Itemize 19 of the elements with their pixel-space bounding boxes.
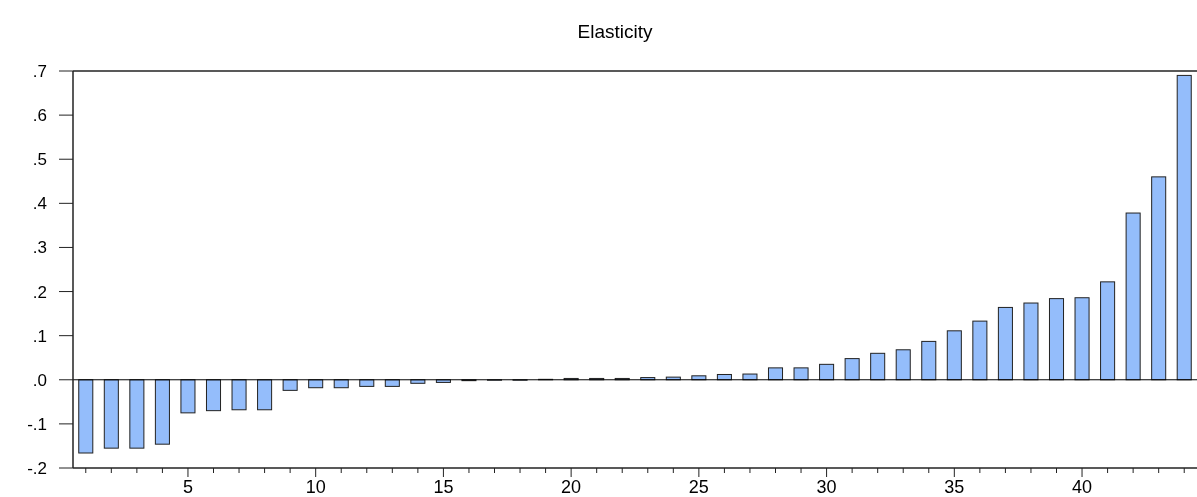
y-tick-label: -.2 xyxy=(27,459,47,478)
y-tick-label: .5 xyxy=(32,150,47,170)
y-tick-label: -.1 xyxy=(27,414,47,434)
y-tick-label: .1 xyxy=(32,326,47,346)
x-tick-label: 40 xyxy=(1072,477,1093,497)
y-tick-label: .2 xyxy=(32,282,47,302)
y-tick-label: .7 xyxy=(32,62,47,81)
x-tick-label: 20 xyxy=(561,477,582,497)
x-tick-label: 25 xyxy=(688,477,709,497)
x-tick-label: 5 xyxy=(182,477,193,497)
y-tick-label: .0 xyxy=(32,370,47,390)
chart-title: Elasticity xyxy=(577,21,653,42)
x-tick-label: 15 xyxy=(433,477,454,497)
x-tick-label: 35 xyxy=(944,477,965,497)
y-tick-label: .3 xyxy=(32,238,47,258)
y-tick-label: .4 xyxy=(32,194,47,214)
x-tick-label: 10 xyxy=(305,477,326,497)
y-tick-label: .6 xyxy=(32,106,47,126)
x-tick-label: 30 xyxy=(816,477,837,497)
